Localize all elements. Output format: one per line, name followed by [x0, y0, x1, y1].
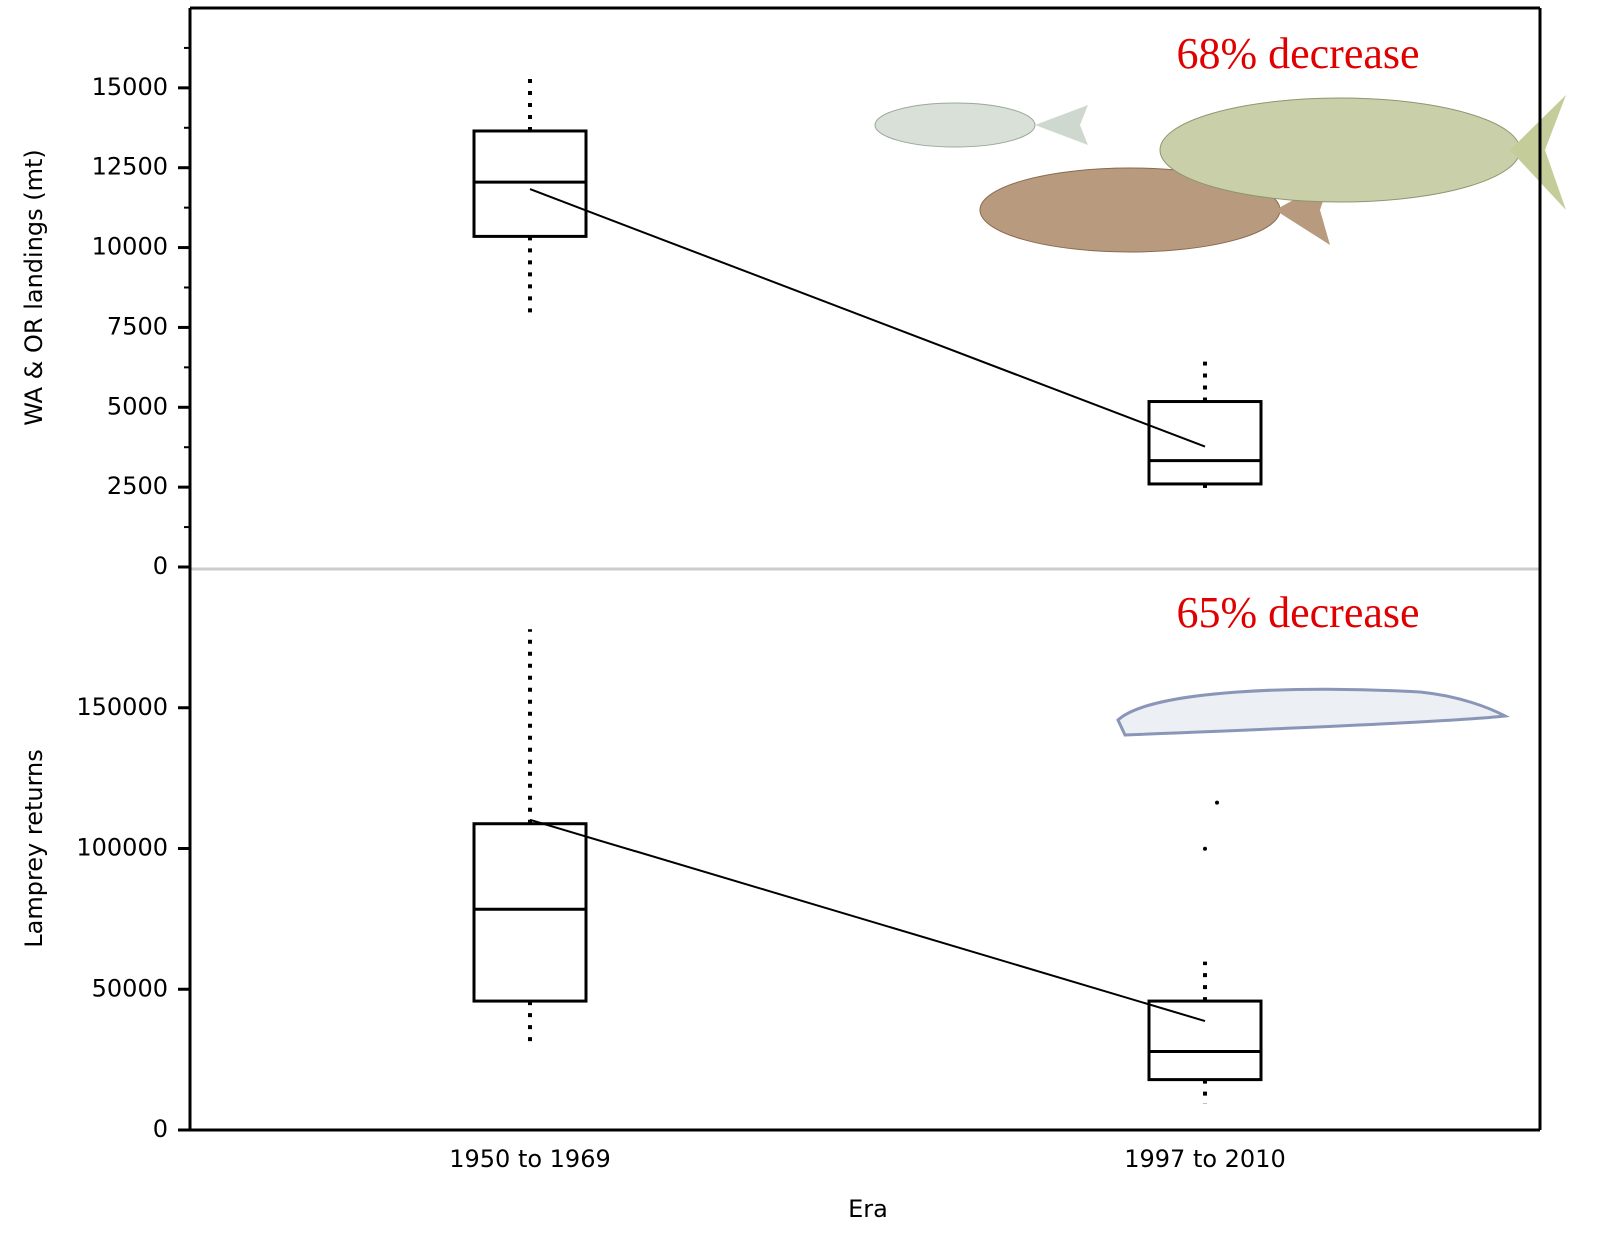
- annotation: 65% decrease: [1176, 588, 1419, 637]
- outlier: [1215, 800, 1219, 805]
- y-axis-label: WA & OR landings (mt): [20, 149, 48, 426]
- fish-salmon: [1159, 97, 1521, 203]
- x-axis-label: Era: [848, 1195, 888, 1223]
- x-tick-label: 1950 to 1969: [449, 1145, 611, 1173]
- y-tick-label: 150000: [76, 693, 168, 721]
- box: [472, 822, 588, 1003]
- mean-line: [529, 818, 1206, 1023]
- box: [1147, 999, 1263, 1082]
- y-tick-label: 0: [153, 552, 168, 580]
- box: [1147, 400, 1263, 486]
- fish-tail: [1510, 95, 1566, 210]
- fish-illustrations: [874, 95, 1566, 737]
- x-tick-label: 1997 to 2010: [1124, 1145, 1286, 1173]
- outlier: [1203, 846, 1207, 851]
- box: [472, 129, 588, 238]
- y-tick-label: 7500: [107, 312, 168, 340]
- y-tick-label: 100000: [76, 834, 168, 862]
- lamprey: [1116, 687, 1510, 737]
- mean-line: [529, 188, 1206, 448]
- annotation: 68% decrease: [1176, 29, 1419, 78]
- y-tick-label: 2500: [107, 472, 168, 500]
- fish-herring: [874, 102, 1036, 148]
- y-tick-label: 12500: [92, 153, 168, 181]
- y-axis-label: Lamprey returns: [20, 749, 48, 948]
- fish-tail: [1035, 105, 1088, 145]
- y-tick-label: 10000: [92, 233, 168, 261]
- y-tick-label: 0: [153, 1115, 168, 1143]
- y-tick-label: 5000: [107, 392, 168, 420]
- y-tick-label: 50000: [92, 974, 168, 1002]
- y-tick-label: 15000: [92, 73, 168, 101]
